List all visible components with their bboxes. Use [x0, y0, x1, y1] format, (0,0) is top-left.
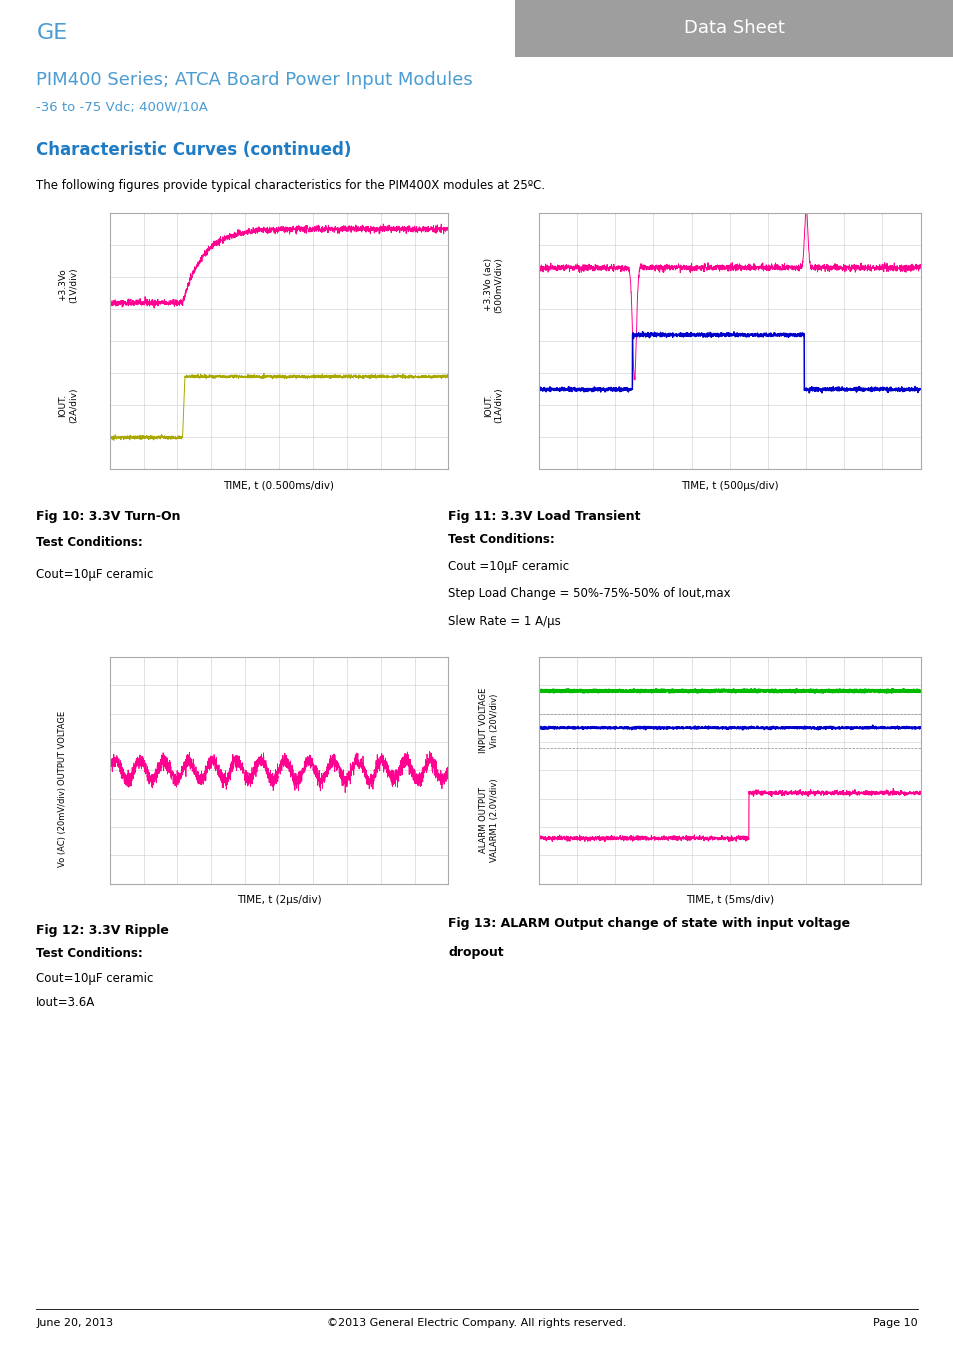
- Text: Cout=10μF ceramic: Cout=10μF ceramic: [36, 568, 153, 581]
- Text: dropout: dropout: [448, 946, 503, 959]
- Text: ALARM OUTPUT
VALARM1 (2.0V/div): ALARM OUTPUT VALARM1 (2.0V/div): [478, 778, 498, 862]
- Text: -36 to -75 Vdc; 400W/10A: -36 to -75 Vdc; 400W/10A: [36, 101, 208, 113]
- Text: IOUT.
(2A/div): IOUT. (2A/div): [58, 387, 78, 424]
- Text: Vo (AC) (20mV/div): Vo (AC) (20mV/div): [57, 786, 67, 867]
- Text: Test Conditions:: Test Conditions:: [448, 533, 555, 546]
- Text: Data Sheet: Data Sheet: [683, 19, 784, 38]
- Text: Cout=10μF ceramic: Cout=10μF ceramic: [36, 971, 153, 985]
- Text: Page 10: Page 10: [872, 1318, 917, 1329]
- Text: Fig 10: 3.3V Turn-On: Fig 10: 3.3V Turn-On: [36, 510, 180, 523]
- Text: TIME, t (500μs/div): TIME, t (500μs/div): [680, 480, 778, 491]
- Text: TIME, t (2μs/div): TIME, t (2μs/div): [236, 894, 321, 905]
- Text: GE: GE: [36, 23, 68, 43]
- Text: Fig 13: ALARM Output change of state with input voltage: Fig 13: ALARM Output change of state wit…: [448, 917, 850, 931]
- Text: OUTPUT VOLTAGE: OUTPUT VOLTAGE: [57, 711, 67, 785]
- Text: Test Conditions:: Test Conditions:: [36, 947, 143, 960]
- Text: Cout =10μF ceramic: Cout =10μF ceramic: [448, 560, 569, 573]
- Text: Test Conditions:: Test Conditions:: [36, 536, 143, 549]
- Text: +3.3Vo
(1V/div): +3.3Vo (1V/div): [58, 267, 78, 302]
- Bar: [515, 0, 953, 57]
- Text: Iout=3.6A: Iout=3.6A: [36, 996, 95, 1009]
- Text: PIM400 Series; ATCA Board Power Input Modules: PIM400 Series; ATCA Board Power Input Mo…: [36, 71, 473, 89]
- Text: INPUT VOLTAGE
Vin (20V/div): INPUT VOLTAGE Vin (20V/div): [478, 688, 498, 753]
- Text: TIME, t (5ms/div): TIME, t (5ms/div): [685, 894, 773, 905]
- Text: The following figures provide typical characteristics for the PIM400X modules at: The following figures provide typical ch…: [36, 179, 545, 192]
- Text: June 20, 2013: June 20, 2013: [36, 1318, 113, 1329]
- Text: Characteristic Curves (continued): Characteristic Curves (continued): [36, 142, 352, 159]
- Text: +3.3Vo (ac)
(500mV/div): +3.3Vo (ac) (500mV/div): [483, 256, 503, 313]
- Text: Fig 12: 3.3V Ripple: Fig 12: 3.3V Ripple: [36, 924, 169, 938]
- Text: ©2013 General Electric Company. All rights reserved.: ©2013 General Electric Company. All righ…: [327, 1318, 626, 1329]
- Text: TIME, t (0.500ms/div): TIME, t (0.500ms/div): [223, 480, 335, 491]
- Text: IOUT.
(1A/div): IOUT. (1A/div): [483, 387, 503, 424]
- Text: Slew Rate = 1 A/μs: Slew Rate = 1 A/μs: [448, 615, 560, 627]
- Text: Fig 11: 3.3V Load Transient: Fig 11: 3.3V Load Transient: [448, 510, 640, 523]
- Text: Step Load Change = 50%-75%-50% of Iout,max: Step Load Change = 50%-75%-50% of Iout,m…: [448, 588, 730, 600]
